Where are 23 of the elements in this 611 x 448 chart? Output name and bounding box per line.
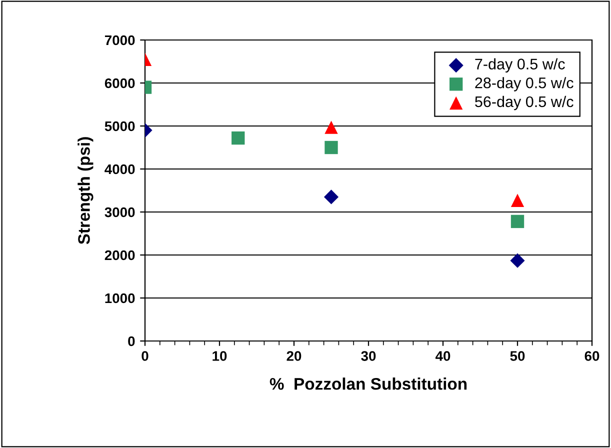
legend-label: 56-day 0.5 w/c — [475, 96, 574, 110]
point — [510, 214, 524, 228]
y-axis-title: Strength (psi) — [78, 137, 94, 244]
y-tick-label: 1000 — [105, 293, 135, 304]
x-tick-label: 20 — [286, 351, 302, 361]
y-tick-label: 6000 — [104, 78, 135, 88]
x-tick-label: 10 — [212, 351, 227, 361]
legend-label: 28-day 0.5 w/c — [475, 77, 574, 92]
y-tick-label: 5000 — [104, 121, 135, 132]
y-tick-label: 2000 — [104, 250, 135, 260]
point — [510, 194, 524, 207]
legend-label: 7-day 0.5 w/c — [475, 58, 565, 73]
y-tick-label: 7000 — [104, 35, 135, 46]
x-axis-title: % Pozzolan Substitution — [270, 378, 467, 390]
y-tick-label: 0 — [128, 336, 135, 346]
x-tick-label: 60 — [584, 351, 600, 361]
x-tick-label: 30 — [361, 351, 376, 361]
y-tick-label: 3000 — [104, 207, 135, 218]
x-tick-label: 0 — [142, 351, 148, 361]
x-tick-label: 40 — [435, 351, 450, 361]
point — [510, 253, 525, 268]
y-tick-label: 4000 — [104, 164, 135, 174]
x-tick-label: 50 — [510, 351, 525, 361]
